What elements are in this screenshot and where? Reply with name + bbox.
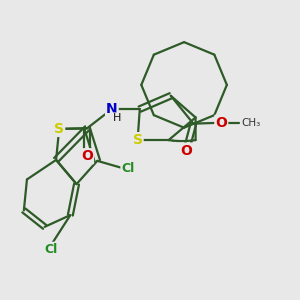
Text: S: S: [133, 133, 142, 147]
Text: CH₃: CH₃: [242, 118, 261, 128]
Text: Cl: Cl: [45, 243, 58, 256]
Text: H: H: [113, 113, 122, 123]
Text: O: O: [81, 149, 93, 163]
Text: O: O: [215, 116, 227, 130]
Text: O: O: [180, 144, 192, 158]
Text: Cl: Cl: [122, 162, 135, 175]
Text: N: N: [106, 102, 118, 116]
Text: S: S: [54, 122, 64, 136]
